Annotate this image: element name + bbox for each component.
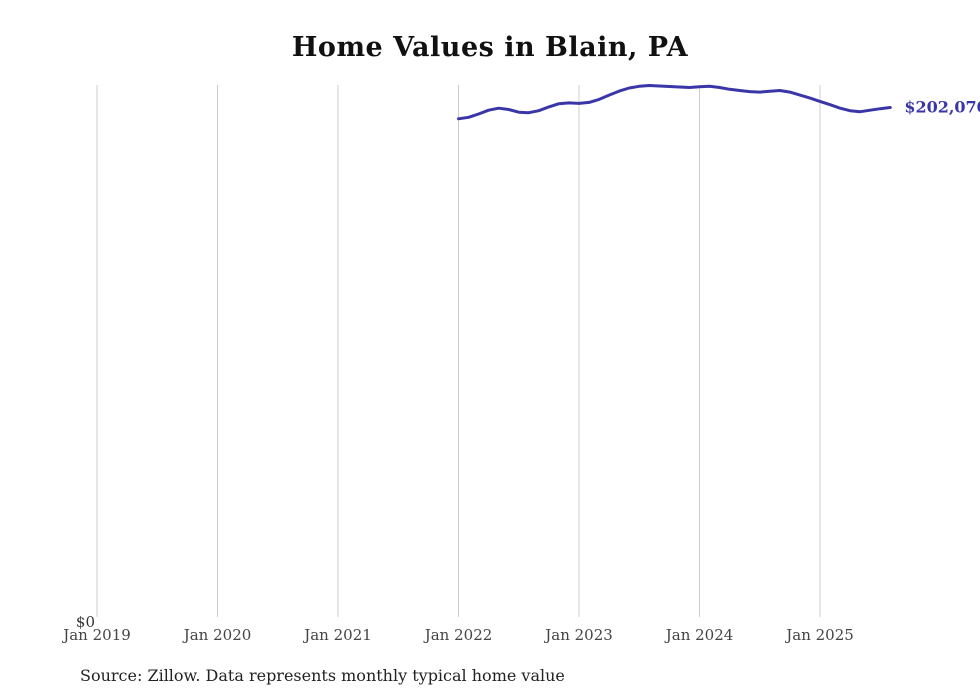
chart-title: Home Values in Blain, PA (291, 32, 689, 63)
x-axis-tick-label: Jan 2021 (302, 626, 372, 644)
source-note: Source: Zillow. Data represents monthly … (80, 666, 565, 685)
x-axis-tick-label: Jan 2024 (664, 626, 734, 644)
x-axis-tick-label: Jan 2022 (423, 626, 493, 644)
y-axis-zero-label: $0 (76, 613, 95, 631)
current-value-label: $202,070 (904, 98, 980, 117)
x-axis-tick-label: Jan 2023 (543, 626, 613, 644)
x-axis-tick-label: Jan 2025 (784, 626, 854, 644)
x-axis-tick-label: Jan 2020 (182, 626, 252, 644)
home-value-line (457, 84, 892, 121)
x-axis-tick-label: Jan 2019 (61, 626, 131, 644)
